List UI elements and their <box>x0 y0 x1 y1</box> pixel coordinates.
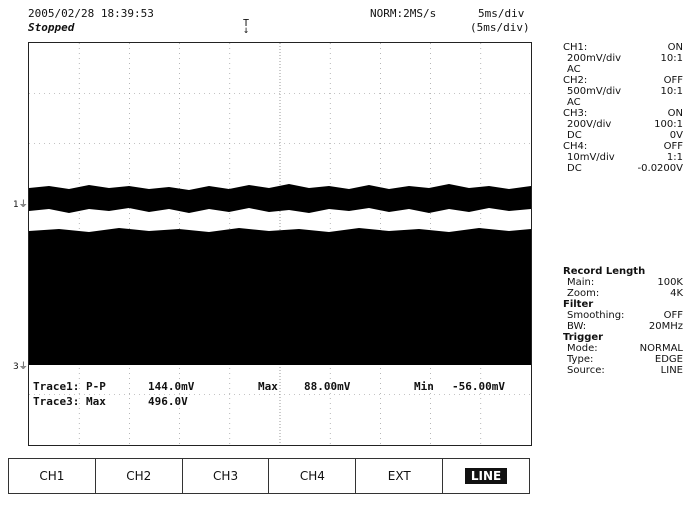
trigger-mode-label: Mode: <box>567 343 598 354</box>
filter-title: Filter <box>563 299 594 310</box>
softkey-ch4[interactable]: CH4 <box>269 459 357 493</box>
softkey-ch3[interactable]: CH3 <box>183 459 270 493</box>
ch4-probe: 1:1 <box>666 152 683 163</box>
ch1-state: ON <box>667 42 683 53</box>
record-main-label: Main: <box>567 277 595 288</box>
acquisition-rate: NORM:2MS/s <box>370 7 437 20</box>
trace3-max-value: 496.0V <box>148 395 188 408</box>
ch3-offset: 0V <box>669 130 683 141</box>
ch1-trace <box>29 184 531 213</box>
ch1-coupling: AC <box>567 64 581 75</box>
softkey-ext-label: EXT <box>387 469 411 483</box>
ch2-coupling: AC <box>567 97 581 108</box>
waveform-graticule <box>29 43 531 445</box>
datetime: 2005/02/28 18:39:53 <box>28 7 154 20</box>
acquisition-settings-panel: Record Length Main: 100K Zoom: 4K Filter S… <box>563 266 683 376</box>
ch1-probe: 10:1 <box>660 53 683 64</box>
ch2-settings[interactable]: CH2: OFF 500mV/div 10:1 AC <box>563 75 683 108</box>
bandwidth-value: 20MHz <box>648 321 683 332</box>
ch2-name: CH2: <box>563 75 588 86</box>
bandwidth-label: BW: <box>567 321 587 332</box>
trace1-max-label: Max <box>258 380 278 393</box>
ch3-name: CH3: <box>563 108 588 119</box>
softkey-ch2-label: CH2 <box>126 469 152 483</box>
ch4-state: OFF <box>663 141 683 152</box>
ch3-settings[interactable]: CH3: ON 200V/div 100:1 DC 0V <box>563 108 683 141</box>
softkey-ch1[interactable]: CH1 <box>9 459 96 493</box>
softkey-ch1-label: CH1 <box>39 469 65 483</box>
trigger-title: Trigger <box>563 332 604 343</box>
trace1-min-value: -56.00mV <box>452 380 505 393</box>
ch1-settings[interactable]: CH1: ON 200mV/div 10:1 AC <box>563 42 683 75</box>
ch4-name: CH4: <box>563 141 588 152</box>
softkey-bar: CH1 CH2 CH3 CH4 EXT LINE <box>8 458 530 494</box>
ground-icon: ⏚ <box>18 362 28 372</box>
ch4-offset: -0.0200V <box>637 163 683 174</box>
trace3-label: Trace3: Max <box>33 395 106 408</box>
trace1-max-value: 88.00mV <box>304 380 351 393</box>
ch2-state: OFF <box>663 75 683 86</box>
softkey-ch2[interactable]: CH2 <box>96 459 183 493</box>
trigger-source-value: LINE <box>660 365 683 376</box>
ch1-ground-label: 1 <box>13 200 19 210</box>
ch3-trace <box>29 228 531 365</box>
trigger-source-label: Source: <box>567 365 605 376</box>
trace1-label: Trace1: P-P <box>33 380 106 393</box>
softkey-ch4-label: CH4 <box>299 469 325 483</box>
trigger-type-label: Type: <box>567 354 594 365</box>
ch4-scale: 10mV/div <box>567 152 615 163</box>
record-main-value: 100K <box>657 277 683 288</box>
ch3-coupling: DC <box>567 130 582 141</box>
trigger-mode-value: NORMAL <box>639 343 683 354</box>
ch1-name: CH1: <box>563 42 588 53</box>
ch4-settings[interactable]: CH4: OFF 10mV/div 1:1 DC -0.0200V <box>563 141 683 174</box>
record-zoom-label: Zoom: <box>567 288 600 299</box>
ch2-scale: 500mV/div <box>567 86 622 97</box>
record-length-title: Record Length <box>563 266 646 277</box>
trigger-type-value: EDGE <box>654 354 683 365</box>
channel-settings-panel: CH1: ON 200mV/div 10:1 AC CH2: OFF 500mV/di… <box>563 42 683 174</box>
softkey-line-label: LINE <box>464 468 508 484</box>
timebase-sub: (5ms/div) <box>470 21 530 34</box>
trigger-position-marker: T ↓ <box>243 18 249 40</box>
softkey-line[interactable]: LINE <box>443 459 529 493</box>
ch3-ground-label: 3 <box>13 362 19 372</box>
ch3-state: ON <box>667 108 683 119</box>
ch2-probe: 10:1 <box>660 86 683 97</box>
trigger-position-label: T <box>243 18 250 29</box>
smoothing-value: OFF <box>663 310 683 321</box>
ground-icon: ⏚ <box>18 200 28 210</box>
ch4-coupling: DC <box>567 163 582 174</box>
ch3-probe: 100:1 <box>654 119 683 130</box>
trace1-pp-value: 144.0mV <box>148 380 195 393</box>
waveform-display[interactable] <box>28 42 532 446</box>
ch3-scale: 200V/div <box>567 119 612 130</box>
ch1-scale: 200mV/div <box>567 53 622 64</box>
record-zoom-value: 4K <box>670 288 683 299</box>
arrow-down-icon: ↓ <box>243 25 250 36</box>
softkey-ch3-label: CH3 <box>213 469 239 483</box>
ch1-ground-marker: 1⏚ <box>13 197 28 210</box>
softkey-ext[interactable]: EXT <box>356 459 444 493</box>
trace1-min-label: Min <box>414 380 434 393</box>
acquisition-status: Stopped <box>28 21 75 34</box>
ch3-ground-marker: 3⏚ <box>13 359 28 372</box>
timebase: 5ms/div <box>478 7 525 20</box>
smoothing-label: Smoothing: <box>567 310 625 321</box>
